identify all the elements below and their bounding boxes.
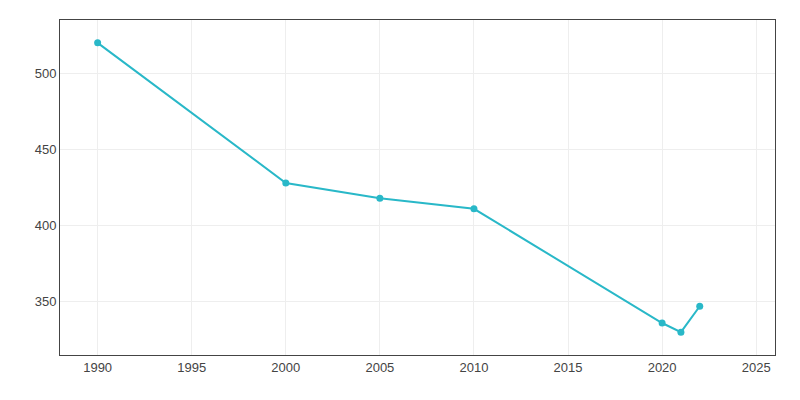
svg-text:2015: 2015 xyxy=(554,360,583,375)
svg-text:350: 350 xyxy=(35,294,57,309)
svg-text:2020: 2020 xyxy=(648,360,677,375)
svg-text:2000: 2000 xyxy=(271,360,300,375)
svg-text:400: 400 xyxy=(35,218,57,233)
svg-text:2010: 2010 xyxy=(459,360,488,375)
svg-text:500: 500 xyxy=(35,66,57,81)
svg-text:450: 450 xyxy=(35,142,57,157)
svg-text:1995: 1995 xyxy=(177,360,206,375)
svg-text:2005: 2005 xyxy=(365,360,394,375)
svg-text:2025: 2025 xyxy=(742,360,771,375)
svg-text:1990: 1990 xyxy=(83,360,112,375)
